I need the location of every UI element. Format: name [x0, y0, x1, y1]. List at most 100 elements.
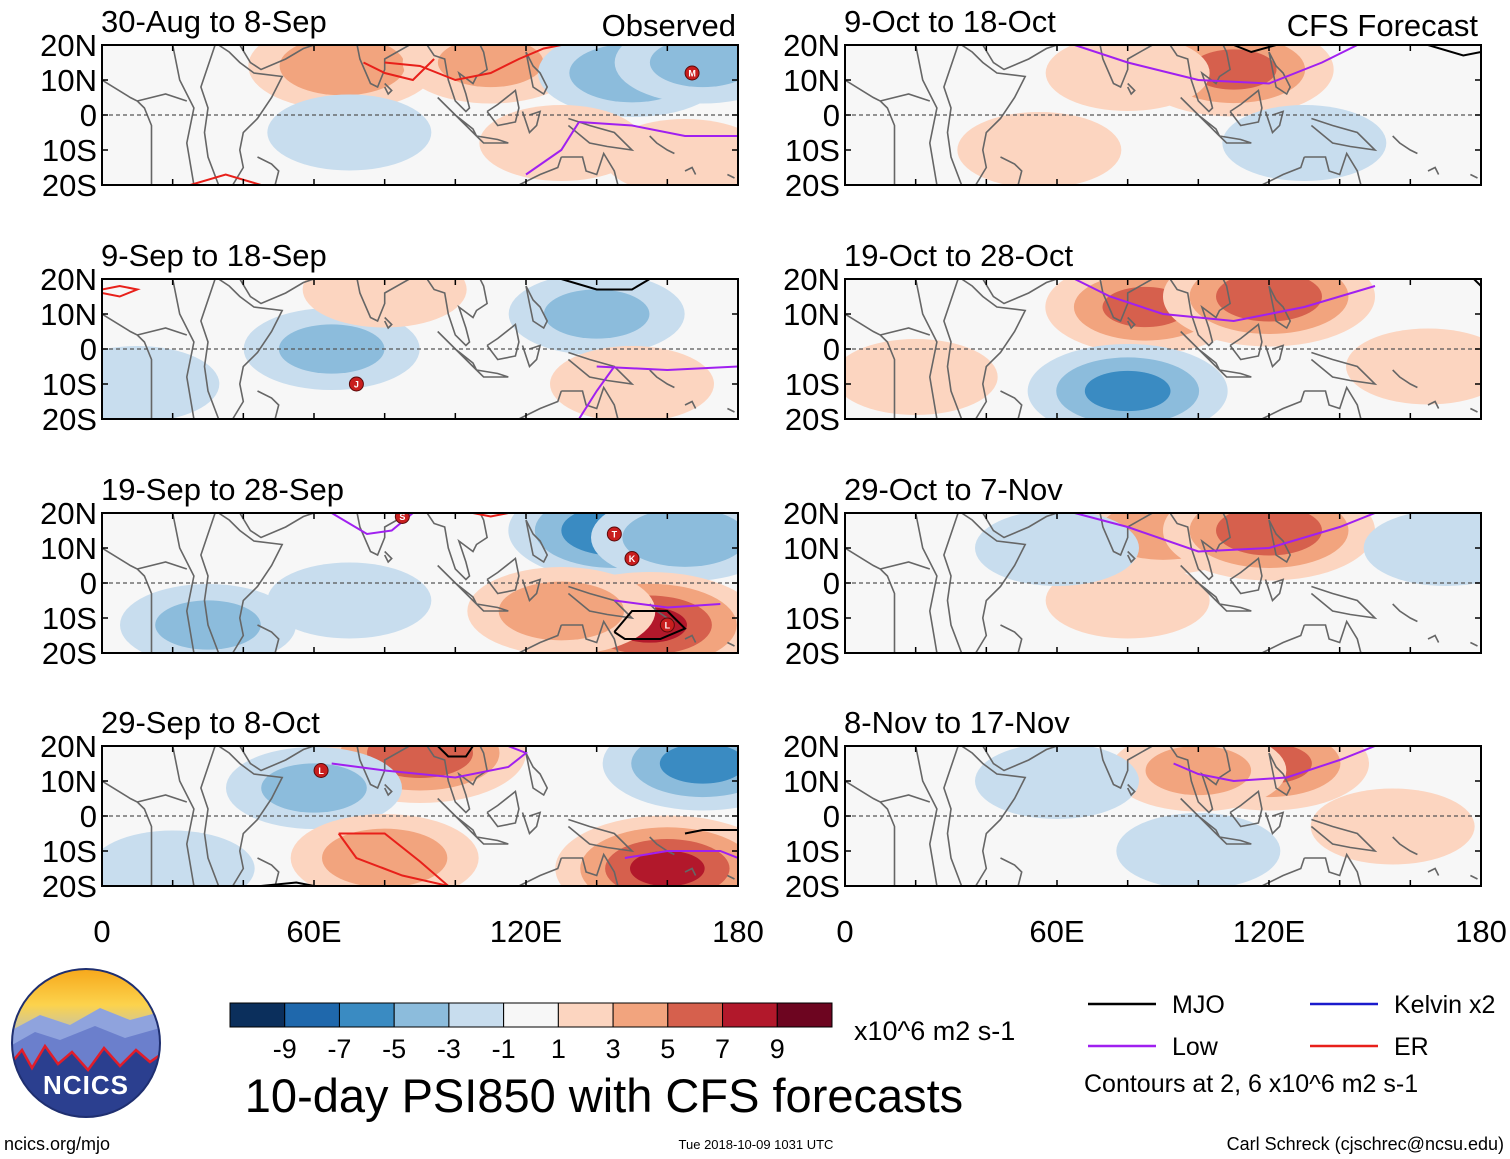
- contour-line: [561, 279, 651, 291]
- coastline: [208, 746, 284, 886]
- coastline: [426, 45, 488, 113]
- coastline: [521, 344, 542, 368]
- y-tick-label: 10N: [783, 297, 840, 332]
- coastline: [1169, 279, 1231, 347]
- anomaly-6: [102, 830, 255, 886]
- y-tick-label: 0: [80, 98, 97, 133]
- coastline: [338, 45, 410, 89]
- colorbar-swatch: [722, 1002, 778, 1028]
- contour-line: [337, 832, 449, 886]
- contour-line: [525, 121, 580, 176]
- coastline: [1304, 151, 1362, 185]
- coastline: [102, 313, 153, 419]
- y-tick-label: 10S: [42, 601, 97, 636]
- coastline: [684, 634, 697, 643]
- footer-site[interactable]: ncics.org/mjo: [4, 1134, 110, 1154]
- anomaly-4: [1363, 513, 1481, 586]
- anomaly-4: [957, 112, 1122, 185]
- coastline: [208, 279, 284, 419]
- anomaly-4: [845, 339, 998, 415]
- storm-letter: L: [318, 766, 324, 776]
- anomaly-level: [267, 94, 432, 171]
- x-axis-left: 0 60E 120E 180: [93, 914, 763, 949]
- coastline: [475, 603, 509, 612]
- storm-letter: T: [612, 530, 618, 540]
- contour-line: [102, 284, 141, 298]
- coastline: [1470, 641, 1478, 647]
- coastline: [383, 82, 393, 96]
- contour-line: [578, 365, 616, 419]
- coastline: [137, 794, 188, 803]
- coastline: [171, 279, 195, 419]
- coastline: [684, 400, 697, 409]
- legend-label: MJO: [1172, 991, 1225, 1019]
- coastline: [383, 783, 393, 797]
- coastline: [1229, 323, 1263, 361]
- coastline: [486, 790, 520, 828]
- y-tick-label: 10N: [783, 531, 840, 566]
- coastline: [951, 746, 1027, 886]
- coastline: [1260, 857, 1306, 886]
- y-tick-label: 0: [80, 799, 97, 834]
- contour-line: [331, 746, 528, 779]
- coastline: [982, 279, 1058, 305]
- y-tick-label: 20S: [785, 869, 840, 904]
- y-tick-label: 0: [823, 566, 840, 601]
- coastline: [943, 746, 963, 886]
- anomaly-level: [543, 289, 650, 339]
- coastline: [1427, 400, 1440, 409]
- coastline: [845, 313, 896, 419]
- logo-text: NCICS: [43, 1070, 129, 1100]
- coastline: [1169, 746, 1231, 814]
- anomaly-5: [975, 513, 1139, 586]
- coastline: [914, 746, 938, 886]
- colorbar-label: 5: [660, 1034, 675, 1064]
- colorbar-swatch: [448, 1002, 505, 1028]
- contour-line: [596, 365, 738, 372]
- coastline: [208, 45, 284, 185]
- anomaly-level: [279, 45, 405, 96]
- coastline: [1126, 82, 1136, 96]
- coastline: [1260, 156, 1306, 185]
- y-tick-label: 0: [823, 98, 840, 133]
- x-tick-right-2: 120E: [1233, 914, 1305, 949]
- coastline: [1264, 110, 1285, 134]
- colorbar-swatch: [393, 1002, 450, 1028]
- coastline: [486, 557, 520, 595]
- coastline: [1126, 783, 1136, 797]
- anomaly-5: [1346, 328, 1481, 405]
- coastline: [1081, 45, 1153, 89]
- coastline: [257, 390, 280, 419]
- colorbar-swatch: [612, 1002, 669, 1028]
- coastline: [914, 279, 938, 419]
- coastline: [1264, 578, 1285, 602]
- footer-timestamp: Tue 2018-10-09 1031 UTC: [679, 1137, 834, 1152]
- x-tick-right-0: 0: [836, 914, 853, 949]
- coastline: [561, 151, 619, 185]
- storm-letter: S: [399, 512, 405, 522]
- legend-label: ER: [1394, 1033, 1429, 1061]
- coastline: [1000, 390, 1023, 419]
- anomaly-level: [845, 339, 998, 415]
- colorbar-swatch: [557, 1002, 614, 1028]
- coastline: [208, 513, 284, 653]
- anomaly-level: [975, 513, 1139, 586]
- storm-marker: T: [606, 526, 622, 542]
- anomaly-level: [1084, 370, 1171, 412]
- anomaly-level: [498, 581, 624, 641]
- y-tick-label: 10N: [40, 531, 97, 566]
- coastline: [1218, 369, 1252, 378]
- legend-label: Kelvin x2: [1394, 991, 1495, 1019]
- colorbar-swatch: [503, 1002, 559, 1028]
- anomaly-level: [659, 746, 738, 784]
- contour-line: [436, 746, 474, 758]
- panel-title: 19-Oct to 28-Oct: [844, 238, 1074, 273]
- coastline: [200, 45, 220, 185]
- coastline: [1229, 790, 1263, 828]
- coastline: [880, 93, 931, 102]
- contour-line: [1074, 279, 1376, 323]
- coastline: [239, 513, 315, 539]
- coastline: [684, 867, 697, 876]
- anomaly-3: [1116, 813, 1281, 886]
